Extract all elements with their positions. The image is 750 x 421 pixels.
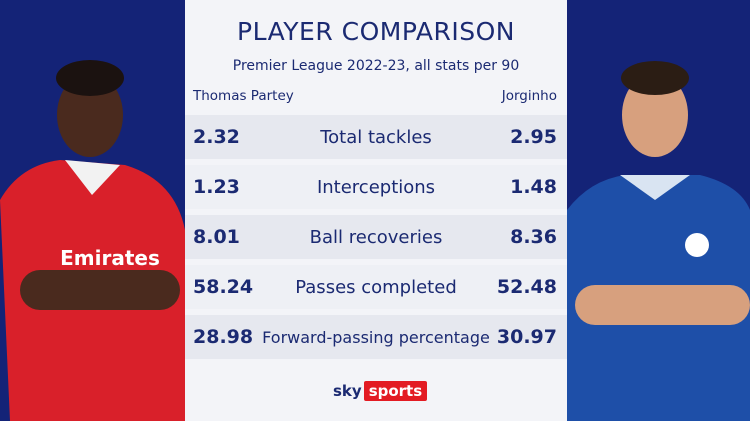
right-value: 1.48 [510, 176, 557, 198]
stat-row: 28.98 Forward-passing percentage 30.97 [185, 315, 567, 359]
stat-row: 8.01 Ball recoveries 8.36 [185, 215, 567, 259]
left-player-name: Thomas Partey [193, 88, 294, 104]
left-value: 2.32 [193, 126, 240, 148]
left-value: 28.98 [193, 326, 254, 348]
left-value: 1.23 [193, 176, 240, 198]
stat-name: Interceptions [316, 177, 436, 198]
stat-name: Total tackles [320, 127, 432, 148]
right-value: 2.95 [510, 126, 557, 148]
svg-text:Emirates: Emirates [60, 246, 160, 270]
stat-name: Passes completed [295, 277, 457, 298]
logo-sky: sky [333, 382, 362, 400]
logo: sky sports [333, 380, 428, 402]
subtitle: Premier League 2022-23, all stats per 90 [232, 58, 520, 74]
left-value: 8.01 [193, 226, 240, 248]
stat-row: 58.24 Passes completed 52.48 [185, 265, 567, 309]
right-value: 52.48 [496, 276, 557, 298]
title: PLAYER COMPARISON [237, 17, 515, 46]
stat-name: Ball recoveries [309, 227, 443, 248]
right-player [567, 61, 750, 421]
left-player: Emirates [0, 60, 185, 421]
right-value: 30.97 [496, 326, 557, 348]
logo-sports: sports [363, 381, 428, 401]
right-value: 8.36 [510, 226, 557, 248]
stat-row: 2.32 Total tackles 2.95 [185, 115, 567, 159]
stat-row: 1.23 Interceptions 1.48 [185, 165, 567, 209]
right-player-name: Jorginho [501, 88, 557, 104]
stat-name: Forward-passing percentage [262, 328, 490, 347]
stats-panel: PLAYER COMPARISON Premier League 2022-23… [185, 0, 567, 421]
left-value: 58.24 [193, 276, 254, 298]
